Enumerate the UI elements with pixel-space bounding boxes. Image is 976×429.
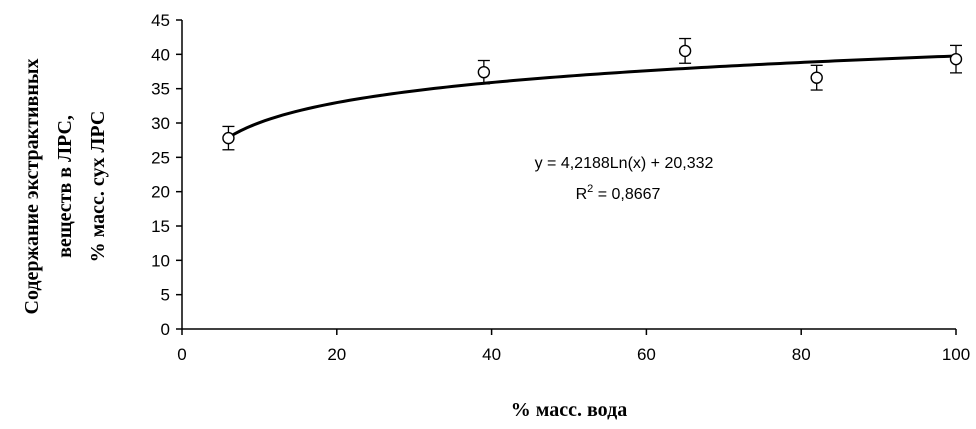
y-tick-label: 10 <box>151 251 170 270</box>
y-axis-title-line: веществ в ЛРС, <box>54 115 76 258</box>
x-axis-title: % масс. вода <box>511 399 627 421</box>
trendline-equation: y = 4,2188Ln(x) + 20,332 <box>535 155 714 172</box>
y-tick-label: 30 <box>151 114 170 133</box>
x-tick-label: 20 <box>327 345 346 364</box>
x-tick-label: 100 <box>942 345 970 364</box>
r2-value: = 0,8667 <box>593 186 660 203</box>
x-tick-label: 0 <box>177 345 186 364</box>
y-tick-label: 20 <box>151 183 170 202</box>
trendline <box>227 54 957 139</box>
y-tick-label: 40 <box>151 45 170 64</box>
y-axis-title-line: Содержание экстрактивных <box>21 59 43 315</box>
y-axis-title: Содержание экстрактивных веществ в ЛРС, % … <box>21 59 109 315</box>
y-axis-title-line: % масс. сух ЛРС <box>87 111 109 263</box>
y-tick-label: 15 <box>151 217 170 236</box>
y-tick-label: 0 <box>161 320 170 339</box>
data-point <box>477 65 491 79</box>
y-tick-label: 5 <box>161 286 170 305</box>
x-tick-label: 60 <box>637 345 656 364</box>
data-point <box>949 52 963 66</box>
x-tick-label: 80 <box>792 345 811 364</box>
r2-prefix: R <box>576 186 588 203</box>
data-point <box>810 71 823 84</box>
trendline-annotation: y = 4,2188Ln(x) + 20,332 R2 = 0,8667 <box>535 155 714 203</box>
trendline-r-squared: R2 = 0,8667 <box>576 183 661 203</box>
y-tick-label: 25 <box>151 148 170 167</box>
r2-superscript: 2 <box>587 183 593 195</box>
plot-area: 0 5 10 15 20 25 30 35 40 45 0 20 40 60 80 100 <box>151 11 970 364</box>
y-tick-label: 45 <box>151 11 170 30</box>
data-point <box>222 131 235 145</box>
x-tick-label: 40 <box>482 345 501 364</box>
data-point <box>678 44 692 58</box>
y-tick-label: 35 <box>151 80 170 99</box>
